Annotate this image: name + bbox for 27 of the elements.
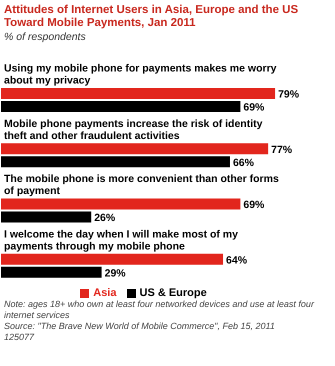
bar bbox=[1, 156, 230, 168]
data-label: 66% bbox=[232, 156, 255, 169]
data-label: 69% bbox=[243, 199, 266, 211]
bar bbox=[1, 101, 240, 112]
data-label: 26% bbox=[94, 212, 116, 224]
data-label: 69% bbox=[243, 102, 266, 114]
bar bbox=[1, 198, 240, 210]
y-tick-label: Using my mobile phone for payments makes me worry about my privacy bbox=[4, 62, 277, 87]
bar bbox=[1, 266, 102, 278]
chart-title: Attitudes of Internet Users in Asia, Europe and the US Toward Mobile Payments, Jan 2011 bbox=[3, 3, 300, 30]
text: 125077 bbox=[4, 332, 36, 343]
y-tick-label: The mobile phone is more convenient than other forms of payment bbox=[4, 173, 279, 198]
bar bbox=[1, 212, 92, 222]
data-label: 29% bbox=[104, 267, 126, 280]
data-label: 64% bbox=[226, 254, 248, 266]
legend-label: US & Europe bbox=[140, 287, 207, 299]
y-tick-label: Mobile phone payments increase the risk of identity theft and other fraudulent activities bbox=[4, 118, 263, 142]
bar bbox=[1, 143, 268, 154]
data-label: 77% bbox=[271, 144, 293, 156]
bar bbox=[1, 88, 276, 99]
source-note: Source: "The Brave New World of Mobile Commerce", Feb 15, 2011 bbox=[4, 321, 276, 332]
bar bbox=[1, 254, 224, 265]
chart-subtitle: % of respondents bbox=[3, 30, 87, 44]
data-label: 79% bbox=[278, 88, 300, 100]
legend-label: Asia bbox=[93, 287, 116, 299]
text: Note: ages 18+ who own at least four networked devices and use at least four internet services bbox=[4, 299, 316, 321]
y-tick-label: I welcome the day when I will make most of my payments through my mobile phone bbox=[4, 228, 238, 252]
